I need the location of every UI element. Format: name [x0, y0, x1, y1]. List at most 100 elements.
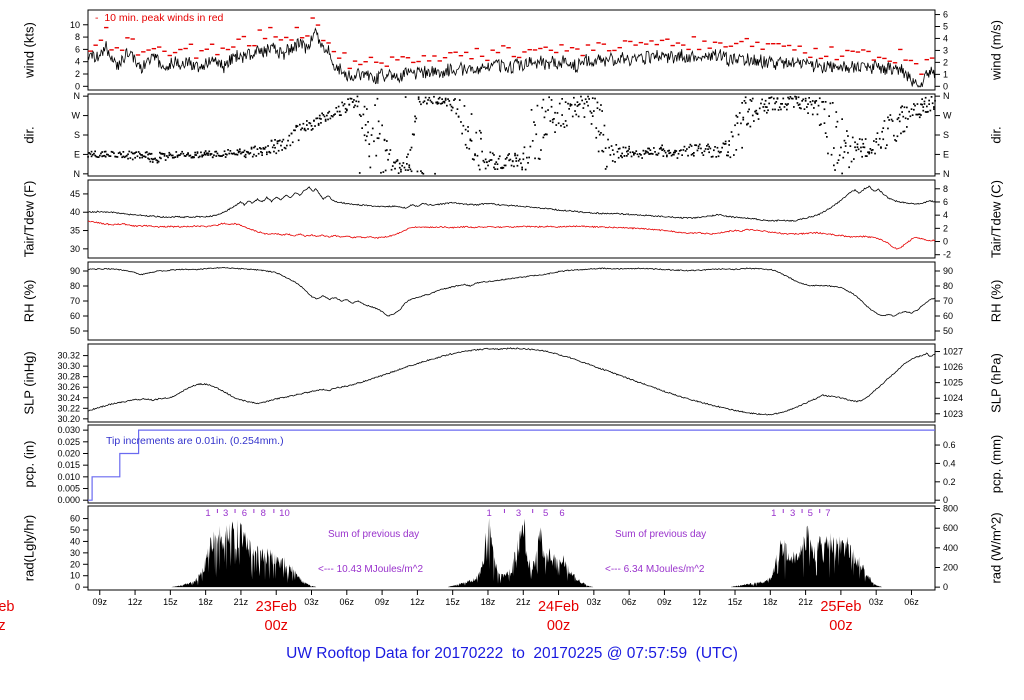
svg-text:400: 400: [943, 543, 958, 553]
ylabel-dir-left: dir.: [21, 126, 37, 144]
ylabel-temp-left: Tair/Tdew (F): [21, 180, 37, 258]
series-precip_accum_in: [88, 429, 935, 501]
svg-text:40: 40: [70, 207, 80, 217]
svg-text:15z: 15z: [445, 597, 460, 607]
svg-text:80: 80: [943, 281, 953, 291]
svg-text:N: N: [943, 91, 950, 101]
svg-text:60: 60: [70, 514, 80, 524]
ylabel-rad-right: rad (W/m^2): [988, 512, 1004, 584]
svg-text:6: 6: [943, 10, 948, 20]
svg-text:2: 2: [943, 57, 948, 67]
series-Tdew_F: [87, 220, 936, 250]
svg-text:1: 1: [487, 508, 492, 519]
svg-text:18z: 18z: [198, 597, 213, 607]
svg-text:09z: 09z: [375, 597, 390, 607]
ylabel-dir-right: dir.: [988, 126, 1004, 144]
svg-text:30.24: 30.24: [57, 393, 80, 403]
svg-text:0.000: 0.000: [57, 495, 80, 505]
svg-text:09z: 09z: [657, 597, 672, 607]
series-Tair_F: [87, 185, 936, 222]
svg-text:20: 20: [70, 559, 80, 569]
svg-text:80: 80: [70, 281, 80, 291]
svg-text:0.030: 0.030: [57, 425, 80, 435]
rad-sum-annotation-2-line1: Sum of previous day: [615, 529, 707, 540]
svg-text:12z: 12z: [410, 597, 425, 607]
svg-text:4: 4: [943, 33, 948, 43]
svg-text:12z: 12z: [692, 597, 707, 607]
svg-text:0.020: 0.020: [57, 448, 80, 458]
svg-text:15z: 15z: [163, 597, 178, 607]
svg-text:7: 7: [825, 508, 830, 519]
series-peak_winds_10min: [88, 17, 935, 75]
tip-increments-legend: Tip increments are 0.01in. (0.254mm.): [106, 435, 284, 447]
svg-text:S: S: [943, 130, 949, 140]
svg-text:50: 50: [70, 525, 80, 535]
svg-text:1: 1: [943, 69, 948, 79]
svg-text:0: 0: [75, 81, 80, 91]
svg-text:1027: 1027: [943, 347, 963, 357]
ylabel-pcp-left: pcp. (in): [21, 440, 37, 488]
svg-text:06z: 06z: [904, 597, 919, 607]
panel-temperature: 30 35 40 45 -2 0 2 4 6 8: [70, 179, 951, 260]
svg-text:3: 3: [223, 508, 228, 519]
svg-text:4: 4: [75, 57, 80, 67]
svg-text:06z: 06z: [340, 597, 355, 607]
svg-text:09z: 09z: [93, 597, 108, 607]
svg-text:12z: 12z: [128, 597, 143, 607]
svg-text:E: E: [943, 149, 949, 159]
svg-text:00z: 00z: [0, 618, 6, 634]
svg-text:21z: 21z: [798, 597, 813, 607]
x-axis: 09z 12z 15z 18z 21z 03z 06z 09z 12z 15z 18z 21z 03z 0…: [0, 590, 919, 634]
svg-text:E: E: [74, 149, 80, 159]
svg-text:18z: 18z: [763, 597, 778, 607]
ylabel-slp-left: SLP (inHg): [21, 351, 37, 415]
svg-text:0: 0: [943, 237, 948, 247]
series-sea_level_pressure_inHg: [87, 347, 936, 416]
panel-rh: 50 60 70 80 90 50 60 70 80 90: [70, 261, 953, 341]
svg-text:00z: 00z: [547, 618, 570, 634]
svg-text:3: 3: [943, 45, 948, 55]
svg-text:03z: 03z: [304, 597, 319, 607]
svg-text:0.025: 0.025: [57, 437, 80, 447]
svg-text:10: 10: [279, 508, 290, 519]
rad-sum-annotation-1: Sum of previous day <--- 10.43 MJoules/m…: [318, 506, 423, 598]
svg-text:50: 50: [943, 326, 953, 336]
svg-text:6: 6: [943, 197, 948, 207]
svg-text:30.30: 30.30: [57, 361, 80, 371]
svg-text:30.20: 30.20: [57, 414, 80, 424]
svg-text:60: 60: [70, 311, 80, 321]
rad-sum-annotation-2: Sum of previous day <--- 6.34 MJoules/m^…: [605, 506, 706, 598]
svg-text:6: 6: [242, 508, 247, 519]
svg-text:N: N: [943, 169, 950, 179]
svg-text:8: 8: [261, 508, 266, 519]
svg-text:6: 6: [559, 508, 564, 519]
svg-text:35: 35: [70, 226, 80, 236]
svg-text:18z: 18z: [481, 597, 496, 607]
svg-text:8: 8: [943, 184, 948, 194]
svg-text:03z: 03z: [869, 597, 884, 607]
svg-text:2: 2: [943, 223, 948, 233]
svg-text:30.28: 30.28: [57, 372, 80, 382]
svg-text:3: 3: [790, 508, 795, 519]
series-wind_direction_deg: [87, 95, 936, 175]
svg-text:21z: 21z: [234, 597, 249, 607]
svg-text:1023: 1023: [943, 409, 963, 419]
rad-sum-annotation-2-line2: <--- 6.34 MJoules/m^2: [605, 563, 705, 575]
svg-text:1: 1: [205, 508, 210, 519]
svg-text:23Feb: 23Feb: [256, 599, 297, 615]
svg-text:-2: -2: [943, 250, 951, 260]
svg-text:1: 1: [771, 508, 776, 519]
svg-text:1026: 1026: [943, 362, 963, 372]
svg-text:W: W: [72, 111, 81, 121]
svg-text:06z: 06z: [622, 597, 637, 607]
svg-text:30.32: 30.32: [57, 351, 80, 361]
svg-text:800: 800: [943, 504, 958, 514]
svg-text:70: 70: [70, 296, 80, 306]
ylabel-rh-right: RH (%): [988, 279, 1004, 323]
svg-text:3: 3: [516, 508, 521, 519]
